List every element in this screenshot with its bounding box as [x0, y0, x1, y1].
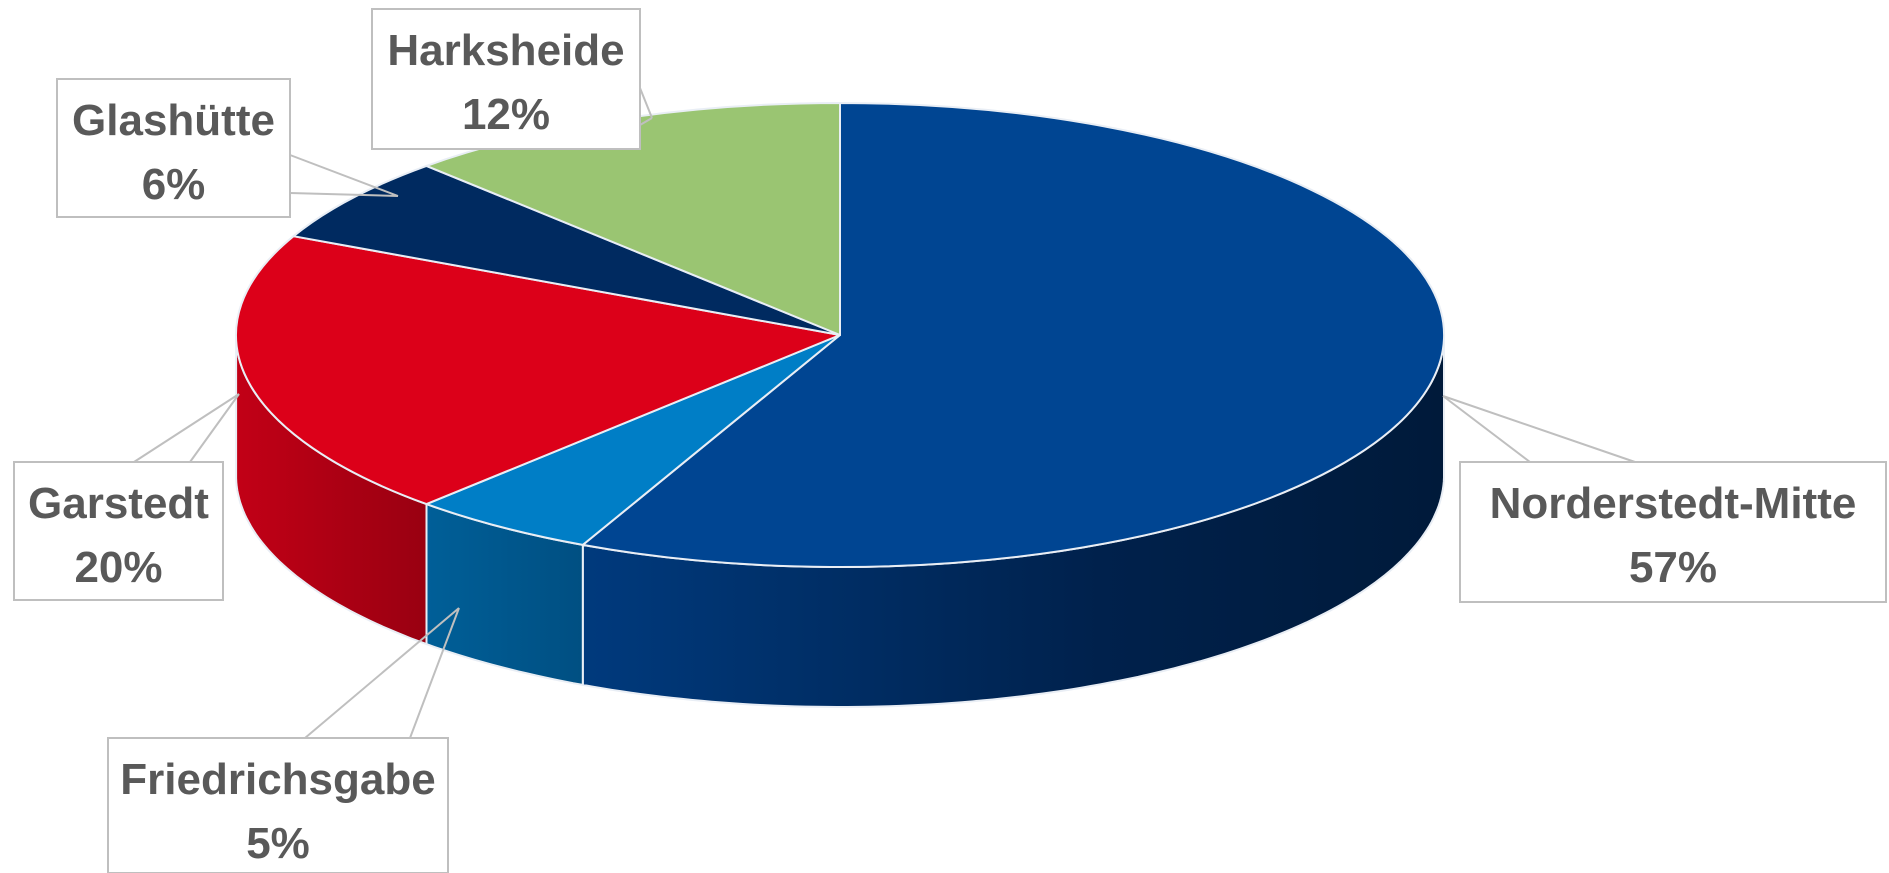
slice-label-garstedt: Garstedt	[28, 479, 209, 528]
slice-label-glashutte: Glashütte	[72, 96, 275, 145]
slice-percent-norderstedt-mitte: 57%	[1629, 543, 1717, 592]
slice-garstedt[interactable]	[235, 235, 841, 506]
data-label-glashutte: Glashütte 6%	[56, 78, 291, 218]
data-label-friedrichsgabe: Friedrichsgabe 5%	[107, 737, 449, 873]
data-label-box-garstedt	[13, 461, 224, 601]
slice-percent-harksheide: 12%	[462, 90, 550, 139]
slice-percent-garstedt: 20%	[74, 543, 162, 592]
leader-line-harksheide	[639, 87, 653, 126]
slice-glashutte[interactable]	[292, 164, 841, 336]
data-label-norderstedt-mitte: Norderstedt-Mitte 57%	[1459, 461, 1887, 603]
slice-label-friedrichsgabe: Friedrichsgabe	[120, 755, 435, 804]
data-label-box-harksheide	[371, 8, 641, 150]
leader-line-norderstedt-mitte	[1442, 395, 1636, 463]
data-label-box-norderstedt-mitte	[1459, 461, 1887, 603]
slice-label-norderstedt-mitte: Norderstedt-Mitte	[1490, 479, 1857, 528]
slice-percent-glashutte: 6%	[142, 160, 206, 209]
pie-top-faces	[235, 102, 1445, 568]
slice-percent-friedrichsgabe: 5%	[246, 819, 310, 868]
slice-norderstedt-mitte[interactable]	[581, 102, 1445, 568]
data-label-harksheide: Harksheide 12%	[371, 8, 641, 150]
slice-label-harksheide: Harksheide	[387, 26, 624, 75]
leader-line-garstedt	[133, 393, 240, 463]
data-label-garstedt: Garstedt 20%	[13, 461, 224, 601]
leader-line-friedrichsgabe	[304, 607, 460, 739]
leader-line-glashutte	[289, 154, 399, 197]
data-labels: Norderstedt-Mitte 57% Friedrichsgabe 5% Gars…	[13, 8, 1887, 873]
slice-friedrichsgabe[interactable]	[425, 334, 841, 546]
label-leader-lines	[133, 87, 1636, 739]
data-label-box-glashutte	[56, 78, 291, 218]
data-label-box-friedrichsgabe	[107, 737, 449, 873]
